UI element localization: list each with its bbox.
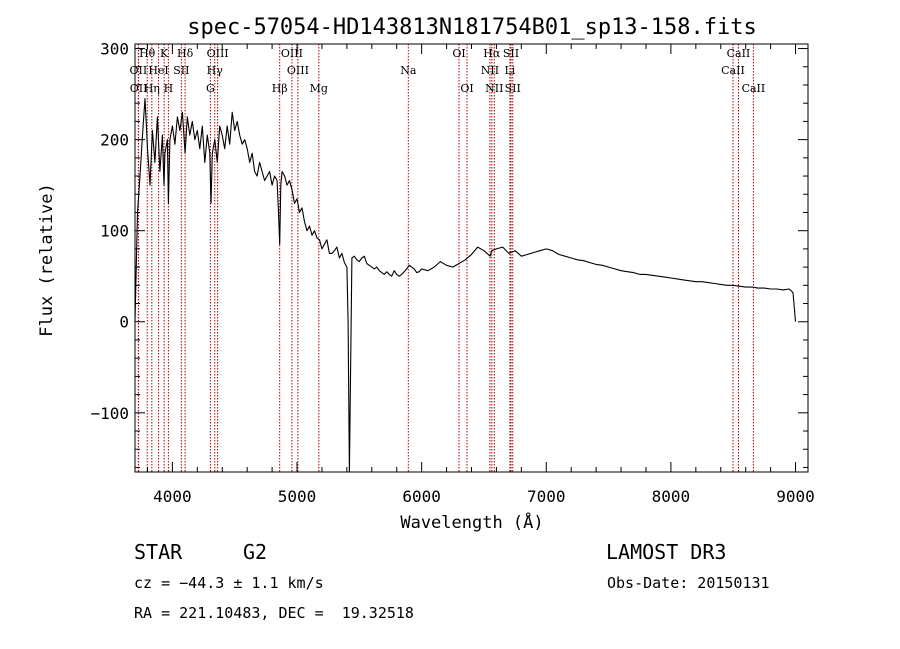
redshift-velocity: cz = −44.3 ± 1.1 km/s [134,574,324,592]
spectrum-chart: spec-57054-HD143813N181754B01_sp13-158.f… [37,15,815,533]
line-label-22: SII [503,47,519,60]
sky-coordinates: RA = 221.10483, DEC = 19.32518 [134,604,414,622]
spectrum-line [134,98,797,473]
line-label-7: SII [173,64,189,77]
spectral-subclass: G2 [243,540,268,564]
line-label-25: CaII [727,47,751,60]
x-tick-label: 4000 [153,487,192,506]
survey-name: LAMOST DR3 [606,540,727,564]
line-label-13: OIII [281,47,303,60]
line-label-27: CaII [742,82,766,95]
line-label-21: NII [485,82,503,95]
line-label-3: K [160,47,169,60]
line-label-10: Hγ [207,64,224,77]
plot-frame [134,43,809,473]
line-label-15: Mg [310,82,328,95]
line-label-24: SII [505,82,521,95]
y-tick-label: 200 [100,131,129,150]
y-tick-label: 100 [100,222,129,241]
line-label-2: OII [130,82,148,95]
y-axis-ticks: −100 0 100 200 300 [90,40,808,468]
line-label-19: Hα [483,47,501,60]
line-label-18: OI [460,82,473,95]
line-label-20: NII [481,64,499,77]
line-label-23: Li [504,64,515,77]
line-label-12: Hβ [272,82,288,95]
emission-line-markers [137,44,754,472]
line-label-6: H [164,82,174,95]
x-tick-label: 9000 [776,487,815,506]
line-label-26: CaII [721,64,745,77]
y-axis-label: Flux (relative) [37,183,57,337]
line-label-1: OII [130,64,148,77]
line-label-0: Hθ [139,47,156,60]
line-label-17: OI [452,47,465,60]
line-label-8: Hδ [177,47,194,60]
y-tick-label: 0 [119,313,129,332]
x-axis-ticks: 4000 5000 6000 7000 8000 9000 [146,44,815,506]
line-label-9: OIII [207,47,229,60]
x-axis-label: Wavelength (Å) [400,511,543,533]
line-label-5: Hη [144,82,160,95]
x-tick-label: 8000 [652,487,691,506]
x-tick-label: 6000 [402,487,441,506]
chart-title: spec-57054-HD143813N181754B01_sp13-158.f… [187,15,757,40]
line-label-11: G [206,82,215,95]
x-tick-label: 7000 [527,487,566,506]
line-label-4: HeI [148,64,168,77]
x-tick-label: 5000 [278,487,317,506]
object-class: STAR [134,540,183,564]
observation-date: Obs-Date: 20150131 [607,574,770,592]
spectrum-series [134,98,797,473]
y-tick-label: 300 [100,40,129,59]
line-label-16: Na [400,64,417,77]
line-label-14: OIII [287,64,309,77]
y-tick-label: −100 [90,404,129,423]
